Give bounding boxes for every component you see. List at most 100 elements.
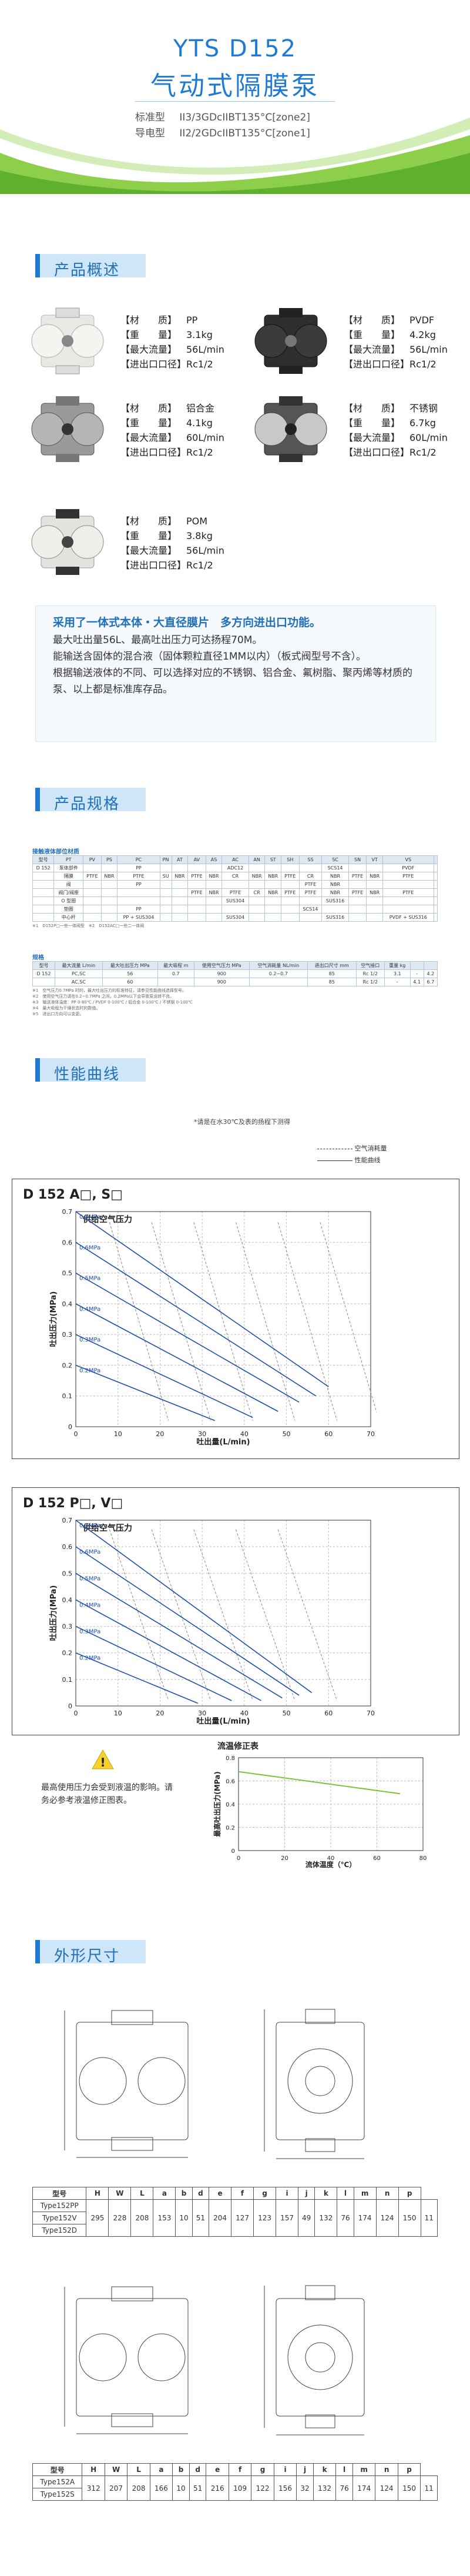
table-cell: - [409,969,424,978]
section-bar [35,1940,146,1963]
product-specs: 【材 质】 不锈钢 【重 量】 6.7kg 【最大流量】 60L/min 【进出口口径… [344,403,448,458]
series-label: 0.4MPa [79,1306,100,1313]
table-header-cell: VT [366,855,383,864]
table-cell [100,864,118,872]
model-cell: Type152A [32,2475,83,2488]
x-axis-label: 流体温度（℃） [306,1860,357,1869]
table-cell [366,880,383,889]
table-header-cell: b [172,2463,190,2476]
table-cell [159,864,172,872]
chart-frame-pv: D 152 P□, V□ 0 10 20 30 40 50 60 70 0 0.1 0.2 0.3 0.… [12,1487,459,1735]
y-tick-label: 0.4 [62,1596,73,1604]
hero-subtitle: 气动式隔膜泵 [150,71,320,101]
table-cell [281,880,300,889]
chart-as-svg: 0 10 20 30 40 50 60 70 0 0.1 0.2 0.3 0.4 0.5 0.6 0.7 吐出量… [49,1208,377,1447]
table-cell: 900 [193,969,250,978]
table-cell [248,864,266,872]
series-label: 0.7MPa [79,1214,100,1220]
table-cell: CR [221,872,249,881]
table-cell: PTFE [281,872,300,881]
table-cell [221,880,249,889]
x-tick-label: 10 [114,1430,122,1438]
table-header-cell: g [253,2187,277,2200]
dimension-value: 207 [104,2475,128,2501]
table-header-cell: e [209,2187,232,2200]
table-caption: 规格 [32,955,44,961]
table-cell [264,905,282,914]
dimension-value: 124 [375,2199,399,2237]
table-cell [100,913,118,922]
table-header-cell: PC [117,855,160,864]
series-line [75,1364,215,1421]
dimension-drawing-plastic [29,1999,441,2163]
series-label: 0.6MPa [79,1549,100,1555]
dimension-value: 204 [209,2199,232,2237]
series-label: 0.7MPa [79,1523,100,1529]
table-header-cell: j [296,2463,314,2476]
table-header-cell: d [189,2463,207,2476]
table-cell [281,896,300,905]
table-cell [205,905,223,914]
table-header-cell: 重量 kg [384,961,411,970]
drawing-svg [64,2285,365,2436]
table-cell: D 152 [32,864,55,872]
dimension-value: 10 [175,2199,193,2237]
table-cell [83,905,102,914]
x-tick-label: 30 [198,1709,206,1717]
chart-title: D 152 A□, S□ [23,1187,123,1202]
series-label: 0.5MPa [79,1276,100,1282]
table-note: ※5 进出口方向可以变更。 [32,1012,84,1016]
series-label: 0.2MPa [79,1367,100,1374]
table-cell: PTFE [281,888,300,897]
product-specs: 【材 质】 PVDF 【重 量】 4.2kg 【最大流量】 56L/min 【进出口口… [344,315,448,370]
table-cell: PP + SUS304 [117,913,160,922]
table-cell [221,905,249,914]
table-cell [117,888,160,897]
y-tick-label: 0.6 [62,1543,73,1551]
air-consumption-curve [109,1222,169,1421]
air-consumption-curve [277,1222,338,1421]
y-tick-label: 0.3 [62,1331,73,1339]
table-header-cell [423,961,438,970]
dimension-value: 156 [273,2475,297,2501]
table-cell [433,864,438,872]
air-consumption-curve [151,1222,211,1421]
performance-table: 型号 最大流量 L/min 最大吐出压力 MPa 最大吸程 m 使用空气压力 MPa 空气… [32,961,438,986]
product-card-pp: 【材 质】 PP 【重 量】 3.1kg 【最大流量】 56L/min 【进出口口径】… [24,305,235,381]
table-cell: 阀 [53,880,84,889]
table-cell: PTFE [83,872,102,881]
model-cell: Type152PP [32,2199,87,2212]
series-line [75,1546,300,1696]
y-tick-label: 0 [68,1423,72,1431]
air-consumption-curve [193,1222,253,1421]
y-tick-label: 0.2 [62,1650,73,1657]
table-cell: NBR [321,888,349,897]
table-header-cell: i [273,2463,297,2476]
series-line [75,1652,199,1704]
table-cell: 0.2~0.7 [249,969,308,978]
y-axis-label: 最高吐出压力(MPa) [213,1771,221,1836]
table-header-cell: m [353,2187,377,2200]
table-header-cell: n [375,2463,398,2476]
table-cell: PTFE [382,872,434,881]
series-label: 0.3MPa [79,1337,100,1343]
table-cell [187,913,206,922]
table-cell: 4.1 [409,978,424,986]
table-cell: NBR [248,872,266,881]
table-cell [264,896,282,905]
y-tick-label: 0.7 [62,1517,73,1524]
table-cell [159,880,172,889]
x-tick-label: 20 [156,1430,164,1438]
feature-line: 最大吐出量56L、最高吐出压力可达扬程70M。 [53,634,263,646]
dimension-value: 10 [172,2475,190,2501]
dimension-value: 228 [108,2199,132,2237]
pump-photo-black [254,308,327,374]
table-cell [433,888,438,897]
curve-note: *请是在水30℃及表的扬程下测得 [194,1118,290,1126]
table-cell [187,864,206,872]
table-cell [100,880,118,889]
table-cell: 垫圈 [53,905,84,914]
table-cell: 中心杆 [53,913,84,922]
table-cell [366,913,383,922]
pump-photo-aluminum [31,396,104,462]
